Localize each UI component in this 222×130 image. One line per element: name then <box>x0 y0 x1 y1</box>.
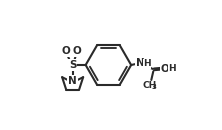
Text: O: O <box>161 64 169 74</box>
Text: H: H <box>168 64 176 73</box>
Text: 3: 3 <box>151 84 156 90</box>
Text: O: O <box>73 46 81 56</box>
Text: H: H <box>143 59 151 68</box>
Text: N: N <box>68 76 77 86</box>
Text: CH: CH <box>143 81 157 90</box>
Text: N: N <box>136 58 145 68</box>
Text: S: S <box>69 60 76 70</box>
Text: O: O <box>61 46 70 56</box>
